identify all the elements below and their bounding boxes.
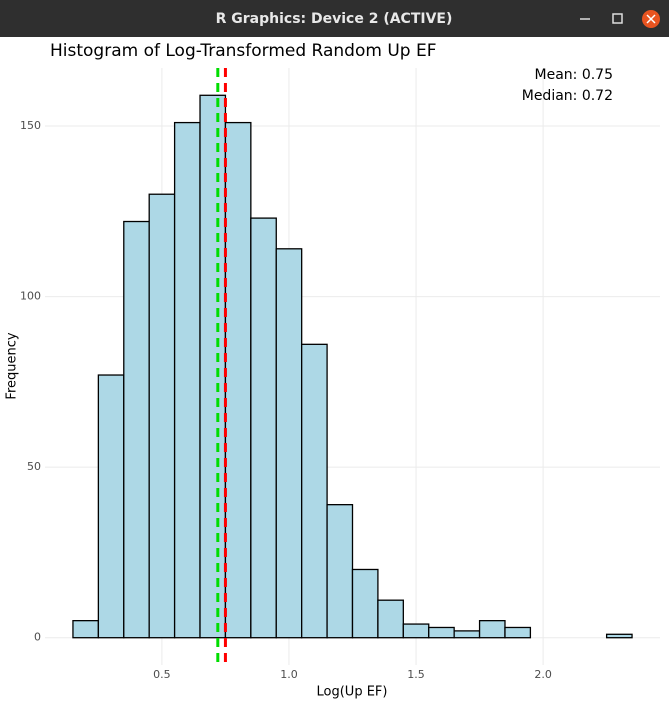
- title-bar: [0, 0, 669, 37]
- bar: [351, 568, 379, 639]
- chart-title: Histogram of Log-Transformed Random Up E…: [50, 41, 436, 61]
- annotation: Mean: 0.75: [535, 67, 613, 83]
- bar: [326, 504, 354, 639]
- x-tick-label: 2.0: [534, 668, 552, 681]
- maximize-button[interactable]: [612, 13, 623, 24]
- bar: [478, 620, 506, 639]
- bar: [453, 630, 481, 639]
- window-title: R Graphics: Device 2 (ACTIVE): [216, 11, 453, 27]
- bar: [224, 121, 252, 639]
- bar: [301, 343, 328, 639]
- close-button[interactable]: [642, 10, 660, 28]
- y-tick-label: 150: [20, 119, 41, 132]
- bar: [123, 220, 150, 639]
- x-tick-label: 0.5: [153, 668, 171, 681]
- y-tick-label: 50: [27, 460, 41, 473]
- x-tick-label: 1.0: [280, 668, 298, 681]
- bar: [428, 626, 455, 639]
- annotation: Median: 0.72: [522, 88, 613, 104]
- bar: [377, 599, 404, 639]
- bar: [148, 193, 176, 639]
- y-tick-label: 100: [20, 290, 41, 303]
- bar: [275, 248, 303, 639]
- plot: 0 50 100 150 0.5 1.0 1.5 2.0 Mean: 0.75 Median: 0…: [20, 67, 660, 681]
- bar: [250, 217, 277, 639]
- x-tick-label: 1.5: [407, 668, 425, 681]
- close-icon: [646, 14, 656, 24]
- x-axis-label: Log(Up EF): [317, 685, 388, 700]
- bar: [97, 374, 125, 639]
- bar: [402, 623, 430, 639]
- bar: [504, 626, 532, 639]
- y-tick-label: 0: [34, 631, 41, 644]
- bar: [199, 94, 227, 639]
- bar: [173, 121, 201, 639]
- bar: [605, 633, 633, 639]
- y-axis-label: Frequency: [5, 332, 20, 399]
- bar: [72, 620, 100, 639]
